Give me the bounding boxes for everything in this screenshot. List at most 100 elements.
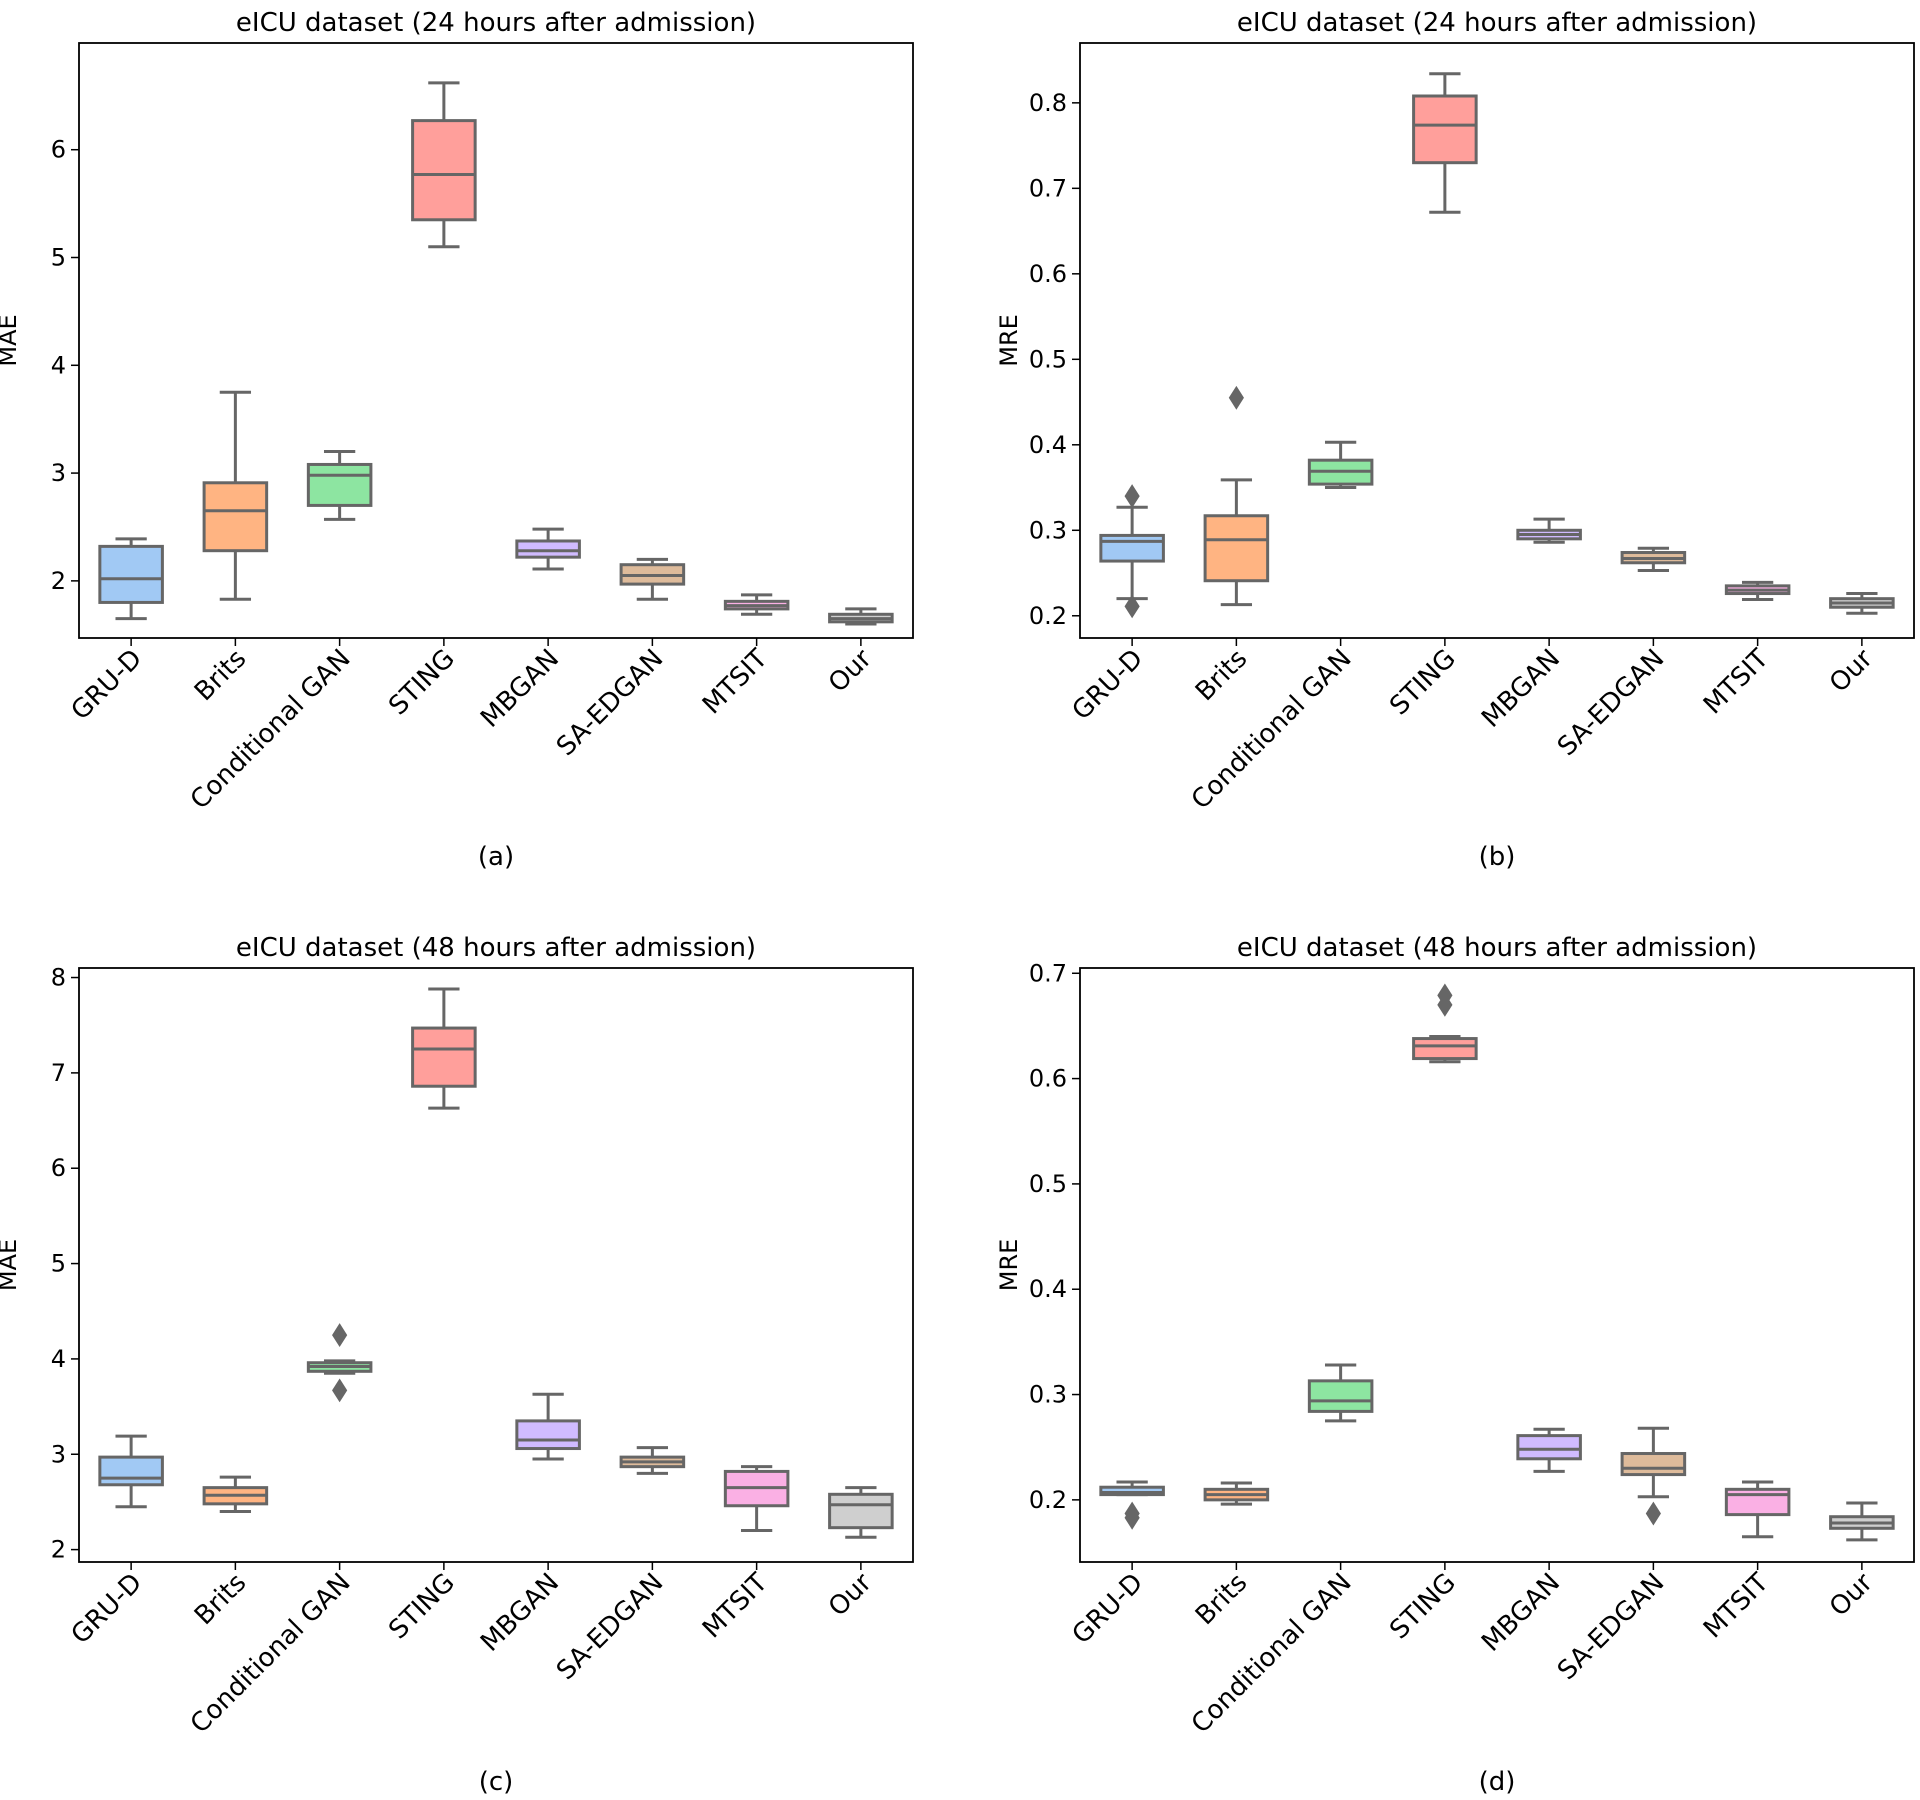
panel-caption: (d) (1479, 1767, 1516, 1797)
box-brits (202, 1475, 269, 1513)
axes-frame (78, 967, 914, 1563)
box-sa-edgan (1620, 546, 1687, 572)
y-axis-label: MRE (995, 1239, 1023, 1292)
y-tick-label: 0.3 (1029, 516, 1067, 544)
y-tick-label: 0.2 (1029, 602, 1067, 630)
box-iqr (98, 1455, 164, 1487)
box-sting (1412, 72, 1478, 214)
box-sting (411, 987, 477, 1110)
x-tick-label: Our (823, 644, 878, 699)
outlier-marker (1437, 983, 1453, 1008)
x-tick-label: Brits (189, 1568, 252, 1631)
box-iqr (1099, 1485, 1165, 1497)
box-iqr (515, 539, 581, 559)
box-sting (411, 81, 477, 249)
outlier-marker (1124, 594, 1140, 619)
outlier-marker (332, 1323, 348, 1348)
box-mbgan (515, 527, 581, 571)
outlier-marker (1124, 484, 1140, 509)
box-our (1829, 592, 1895, 615)
box-brits (202, 390, 269, 601)
y-tick-label: 3 (51, 459, 66, 487)
box-iqr (828, 1492, 894, 1530)
y-tick-label: 0.5 (1029, 1170, 1067, 1198)
outlier-marker (1228, 385, 1244, 410)
y-tick-label: 0.8 (1029, 89, 1067, 117)
chart-title: eICU dataset (48 hours after admission) (236, 933, 756, 963)
box-sa-edgan (1620, 1426, 1687, 1526)
x-tick-label: Brits (1190, 1568, 1253, 1631)
y-axis-label: MRE (995, 314, 1023, 367)
box-iqr (1516, 1434, 1582, 1461)
x-tick-label: GRU-D (66, 644, 148, 726)
x-tick-label: STING (1384, 644, 1462, 722)
y-tick-label: 0.4 (1029, 1275, 1067, 1303)
box-our (1829, 1501, 1895, 1542)
y-tick-label: 4 (51, 351, 66, 379)
y-tick-label: 6 (51, 136, 66, 164)
box-iqr (1099, 533, 1165, 563)
box-mbgan (1516, 517, 1582, 544)
box-iqr (1307, 1379, 1374, 1413)
y-tick-label: 0.3 (1029, 1381, 1067, 1409)
axes-frame (1079, 967, 1915, 1563)
axes-frame (78, 42, 914, 639)
x-tick-label: Our (823, 1568, 878, 1623)
box-iqr (515, 1419, 581, 1451)
box-mbgan (1516, 1427, 1582, 1473)
y-tick-label: 4 (51, 1345, 66, 1373)
x-tick-label: GRU-D (1067, 1568, 1149, 1650)
box-conditional-gan (1307, 440, 1374, 490)
box-sa-edgan (619, 557, 686, 601)
x-tick-label: MTSIT (1698, 644, 1775, 721)
outlier-marker (1645, 1501, 1661, 1526)
box-iqr (202, 481, 269, 553)
x-tick-label: MTSIT (697, 1568, 774, 1645)
x-tick-label: MTSIT (697, 644, 774, 721)
x-tick-label: STING (383, 644, 461, 722)
box-mbgan (515, 1392, 581, 1461)
box-gru-d (98, 1434, 164, 1509)
x-tick-label: Brits (189, 644, 252, 707)
y-tick-label: 0.4 (1029, 431, 1067, 459)
box-conditional-gan (306, 1323, 373, 1403)
chart-panel-b: eICU dataset (24 hours after admission) M… (995, 8, 1915, 872)
box-gru-d (1099, 1480, 1165, 1530)
box-iqr (411, 1026, 477, 1088)
panel-caption: (b) (1479, 842, 1516, 872)
box-sa-edgan (619, 1446, 686, 1475)
box-gru-d (1099, 484, 1165, 619)
box-iqr (1412, 1037, 1478, 1061)
x-tick-label: STING (1384, 1568, 1462, 1646)
box-mtsit (723, 1465, 790, 1533)
y-axis-label: MAE (0, 1239, 22, 1291)
y-tick-label: 0.6 (1029, 1065, 1067, 1093)
x-tick-label: MTSIT (1698, 1568, 1775, 1645)
x-tick-label: STING (383, 1568, 461, 1646)
x-tick-label: GRU-D (1067, 644, 1149, 726)
x-tick-label: MBGAN (1476, 1568, 1566, 1658)
x-tick-label: SA-EDGAN (1552, 644, 1670, 762)
chart-panel-a: eICU dataset (24 hours after admission) M… (0, 8, 914, 872)
y-tick-label: 2 (51, 1536, 66, 1564)
chart-title: eICU dataset (24 hours after admission) (236, 8, 756, 38)
box-mtsit (723, 593, 790, 616)
box-iqr (1203, 514, 1270, 583)
x-tick-label: MBGAN (1476, 644, 1566, 734)
box-iqr (98, 544, 164, 604)
panel-caption: (c) (479, 1767, 514, 1797)
box-sting (1412, 983, 1478, 1064)
y-tick-label: 7 (51, 1059, 66, 1087)
y-tick-label: 0.7 (1029, 959, 1067, 987)
x-tick-label: Brits (1190, 644, 1253, 707)
x-tick-label: SA-EDGAN (551, 644, 669, 762)
y-tick-label: 5 (51, 1250, 66, 1278)
x-tick-label: Our (1824, 644, 1879, 699)
box-iqr (1412, 94, 1478, 165)
y-axis-label: MAE (0, 314, 22, 366)
box-mtsit (1724, 580, 1791, 602)
box-iqr (411, 119, 477, 222)
y-tick-label: 3 (51, 1440, 66, 1468)
panel-caption: (a) (478, 842, 514, 872)
